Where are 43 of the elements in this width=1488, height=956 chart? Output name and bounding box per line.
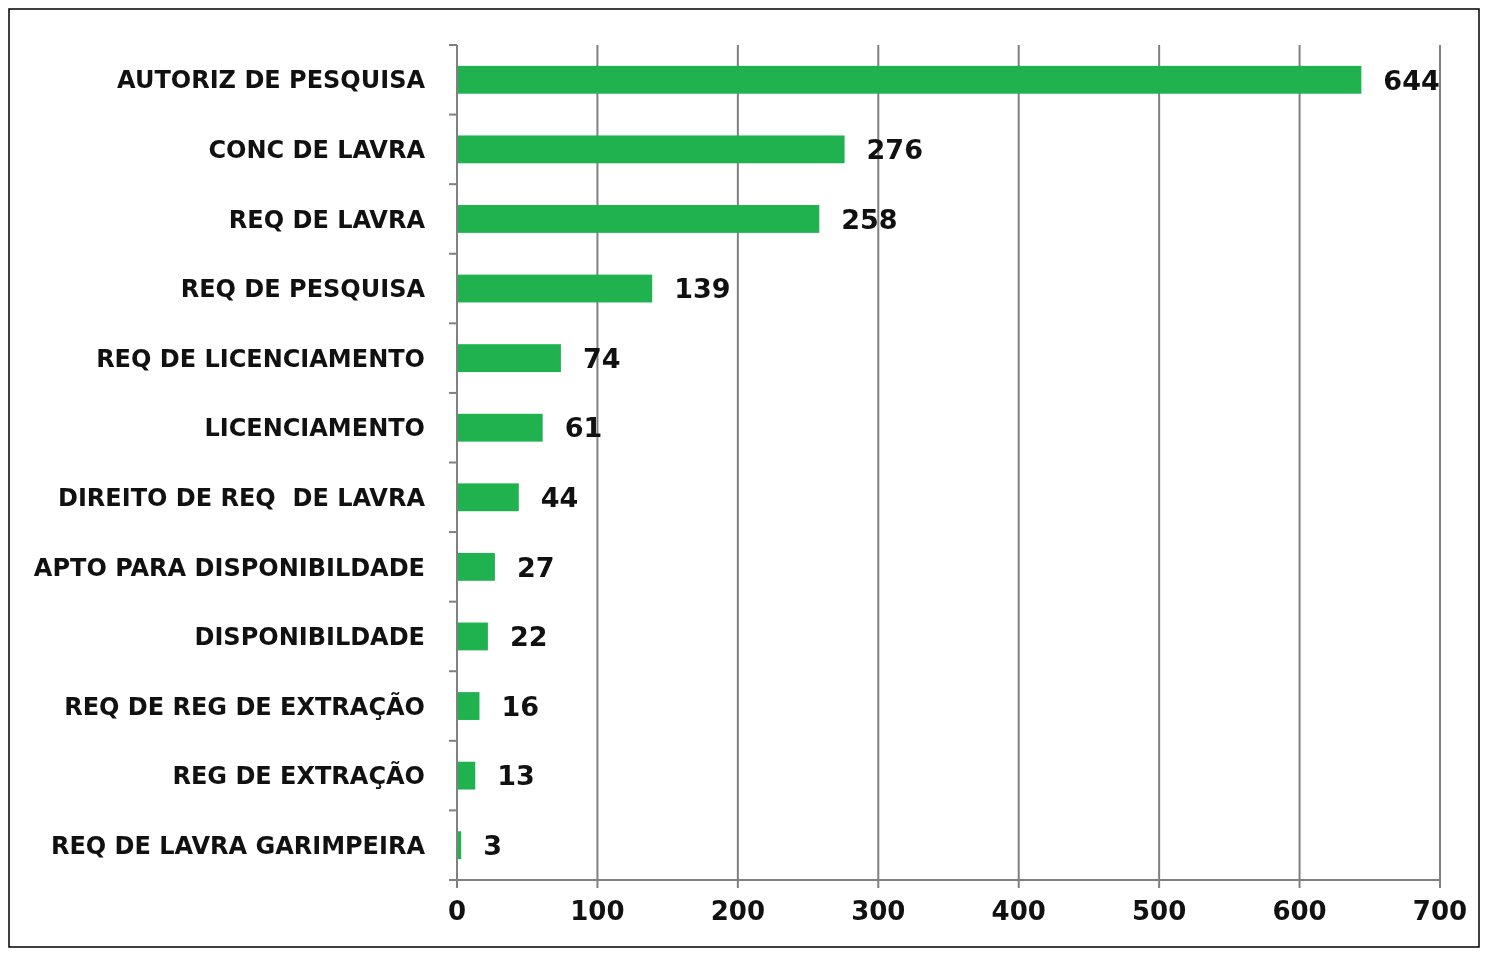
x-tick-label: 300 [851, 896, 906, 926]
bar [457, 135, 845, 164]
data-label: 276 [866, 134, 923, 166]
data-label: 3 [483, 829, 503, 861]
x-tick-label: 200 [710, 896, 765, 926]
y-tick-label: REQ DE PESQUISA [180, 275, 426, 304]
bar [457, 552, 495, 581]
y-tick-label: APTO PARA DISPONIBILDADE [33, 553, 425, 582]
bar [457, 761, 476, 790]
y-tick-label: REQ DE LAVRA GARIMPEIRA [50, 831, 426, 860]
y-tick-label: DISPONIBILDADE [194, 623, 425, 652]
x-tick-label: 100 [570, 896, 625, 926]
bar [457, 205, 820, 233]
bar [457, 344, 561, 373]
data-label: 139 [674, 273, 731, 305]
data-label: 61 [564, 412, 603, 444]
bar [457, 622, 488, 651]
data-label: 16 [501, 690, 540, 722]
x-tick-label: 600 [1272, 896, 1327, 926]
y-tick-label: LICENCIAMENTO [204, 414, 425, 443]
data-label: 644 [1383, 64, 1440, 96]
bar [457, 65, 1362, 94]
y-tick-label: REQ DE REG DE EXTRAÇÃO [64, 691, 425, 721]
data-label: 258 [841, 203, 898, 235]
y-tick-label: DIREITO DE REQ DE LAVRA [58, 483, 426, 512]
y-tick-label: REG DE EXTRAÇÃO [172, 761, 425, 791]
y-tick-label: AUTORIZ DE PESQUISA [117, 66, 426, 95]
y-tick-label: REQ DE LICENCIAMENTO [96, 344, 425, 373]
data-label: 27 [516, 551, 555, 583]
x-tick-label: 700 [1412, 896, 1468, 926]
data-label: 74 [582, 342, 621, 374]
bar [457, 413, 543, 442]
bar [457, 692, 480, 720]
data-label: 13 [497, 760, 535, 792]
x-tick-label: 500 [1132, 896, 1187, 926]
y-tick-label: REQ DE LAVRA [228, 205, 426, 234]
x-tick-label: 0 [447, 896, 467, 926]
bar [457, 274, 653, 303]
y-tick-label: CONC DE LAVRA [208, 136, 426, 165]
x-tick-label: 400 [991, 896, 1046, 926]
bar [457, 483, 519, 512]
data-label: 44 [540, 482, 579, 514]
data-label: 22 [509, 621, 548, 653]
